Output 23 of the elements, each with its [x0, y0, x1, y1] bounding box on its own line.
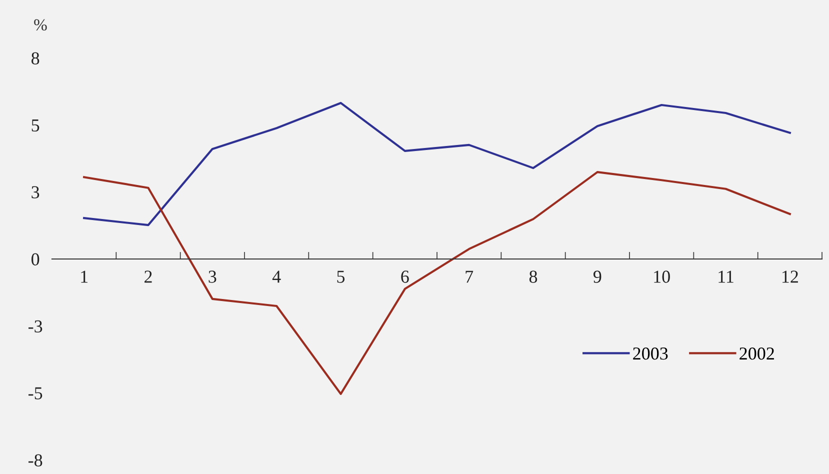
x-tick-label: 2 — [144, 270, 152, 283]
x-tick-label: 10 — [654, 270, 670, 283]
y-tick-label: -8 — [28, 454, 42, 466]
x-tick-label: 1 — [81, 270, 88, 283]
x-tick-label: 7 — [466, 270, 474, 283]
x-tick-label: 6 — [401, 270, 409, 283]
y-tick-label: -3 — [28, 320, 42, 333]
x-tick-label: 3 — [208, 270, 216, 283]
x-tick-label: 11 — [718, 270, 734, 283]
y-tick-label: 5 — [32, 120, 40, 132]
x-tick-label: 8 — [529, 270, 538, 283]
line-series — [83, 102, 791, 226]
legend-label: 2003 — [633, 348, 668, 360]
y-tick-label: 0 — [32, 253, 40, 266]
y-tick-label: 3 — [32, 186, 40, 198]
x-tick-label: 4 — [272, 270, 281, 283]
y-tick-label: -5 — [28, 387, 42, 400]
y-tick-label: 8 — [32, 52, 40, 64]
y-axis-title: % — [34, 19, 47, 31]
x-tick-label: 9 — [593, 270, 602, 283]
legend-label: 2002 — [740, 348, 774, 360]
x-tick-label: 5 — [337, 270, 345, 283]
x-tick-label: 12 — [782, 270, 798, 283]
